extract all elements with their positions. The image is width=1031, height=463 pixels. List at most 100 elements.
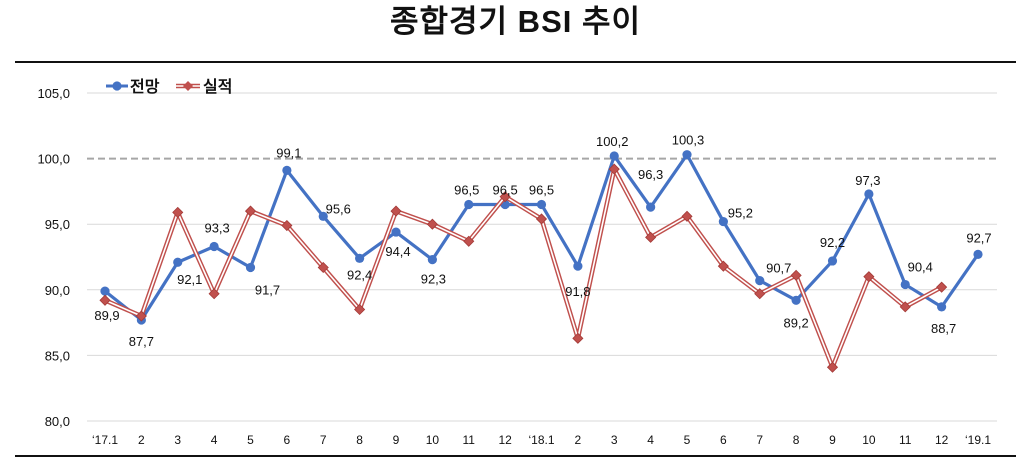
data-label: 92,7: [966, 230, 991, 245]
data-point: [427, 255, 437, 265]
y-axis: 80,0 85,0 90,0 95,0 100,0 105,0: [37, 86, 70, 429]
data-label: 90,7: [766, 261, 791, 276]
data-labels: 89,9 87,7 92,1 93,3 91,7 99,1 95,6 92,4 94,4 92,3…: [94, 133, 991, 349]
series-line: [104, 166, 943, 370]
y-tick-label: 95,0: [45, 217, 70, 232]
data-point: [790, 269, 802, 281]
data-point: [317, 261, 329, 274]
data-point: [864, 189, 874, 199]
legend-item-siljeok: 실적: [176, 78, 232, 96]
data-point: [426, 218, 438, 230]
legend-label: 실적: [203, 78, 232, 96]
data-label: 88,7: [931, 321, 956, 336]
data-point: [718, 216, 728, 227]
data-label: 91,8: [565, 284, 590, 299]
y-tick-label: 90,0: [45, 283, 70, 298]
data-point: [608, 163, 620, 175]
data-point: [244, 205, 257, 217]
data-point: [99, 294, 111, 306]
legend-marker: [112, 81, 122, 91]
data-point: [900, 279, 910, 290]
data-label: 94,4: [385, 244, 410, 259]
data-point: [755, 276, 765, 286]
data-label: 87,7: [129, 334, 154, 349]
data-point: [355, 253, 365, 263]
x-tick-label: 10: [862, 433, 876, 447]
data-point: [717, 260, 729, 272]
legend: 전망 실적: [106, 78, 232, 96]
x-tick-label: 11: [463, 433, 476, 447]
series-line-inner: [104, 168, 943, 369]
legend-label: 전망: [130, 78, 160, 96]
x-axis: ‘17.1 2 3 4 5 6 7 8 9 10 11 12 ‘18.1 2 3 4 5 6 7 8 9 10 11 12 ‘1…: [92, 433, 991, 447]
data-point: [937, 302, 947, 312]
x-tick-label: 6: [284, 433, 291, 447]
x-tick-label: 10: [426, 433, 440, 447]
data-point: [245, 262, 256, 273]
y-tick-label: 105,0: [37, 86, 70, 101]
legend-item-jeonmang: 전망: [106, 78, 160, 96]
x-tick-label: 4: [211, 433, 218, 447]
series-siljeok: [99, 163, 948, 373]
data-label: 99,1: [276, 145, 301, 160]
data-label: 92,4: [347, 267, 372, 282]
title-divider: [15, 61, 1016, 63]
x-tick-label: ‘18.1: [528, 433, 554, 447]
data-point: [209, 241, 219, 252]
data-label: 93,3: [204, 221, 229, 236]
x-tick-label: 3: [174, 433, 181, 447]
data-point: [572, 332, 584, 344]
data-point: [645, 231, 657, 243]
x-tick-label: 6: [720, 433, 727, 447]
data-point: [827, 256, 838, 266]
y-tick-label: 85,0: [45, 348, 70, 363]
data-point: [535, 213, 548, 225]
data-point: [536, 199, 547, 210]
chart-title: 종합경기 BSI 추이: [389, 4, 642, 39]
data-point: [172, 206, 184, 218]
data-point: [826, 361, 839, 373]
x-tick-label: 8: [793, 433, 800, 447]
x-tick-label: 12: [498, 433, 512, 447]
data-point: [463, 235, 475, 247]
data-point: [609, 151, 619, 161]
data-label: 92,2: [820, 235, 845, 250]
bottom-divider: [15, 455, 1016, 457]
data-label: 89,9: [94, 308, 119, 323]
data-point: [318, 211, 328, 221]
x-tick-label: ‘17.1: [92, 433, 118, 447]
x-tick-label: 7: [320, 433, 327, 447]
data-point: [754, 288, 766, 300]
gridlines: [87, 92, 997, 422]
data-point: [464, 199, 474, 210]
data-point: [173, 257, 183, 267]
x-tick-label: 11: [899, 433, 912, 447]
data-point: [282, 165, 292, 176]
x-tick-label: 12: [935, 433, 949, 447]
data-point: [135, 310, 147, 322]
data-point: [899, 301, 911, 313]
data-point: [973, 249, 983, 259]
data-label: 95,2: [728, 206, 753, 221]
data-label: 96,5: [454, 183, 479, 198]
x-tick-label: 5: [684, 433, 691, 447]
data-label: 92,1: [177, 272, 202, 287]
x-tick-label: 4: [647, 433, 654, 447]
data-label: 91,7: [255, 282, 280, 297]
data-label: 97,3: [855, 173, 880, 188]
data-label: 96,5: [492, 183, 517, 198]
x-tick-label: 9: [829, 433, 836, 447]
data-point: [863, 271, 875, 283]
x-tick-label: 7: [756, 433, 763, 447]
x-tick-label: 5: [247, 433, 254, 447]
data-point: [682, 150, 692, 160]
data-point: [573, 261, 583, 271]
data-label: 95,6: [326, 201, 351, 216]
x-tick-label: 9: [393, 433, 400, 447]
y-tick-label: 80,0: [45, 414, 70, 429]
data-label: 100,2: [596, 134, 629, 149]
x-tick-label: 3: [611, 433, 618, 447]
x-tick-label: ‘19.1: [965, 433, 991, 447]
data-label: 90,4: [908, 260, 933, 275]
data-point: [354, 303, 366, 316]
